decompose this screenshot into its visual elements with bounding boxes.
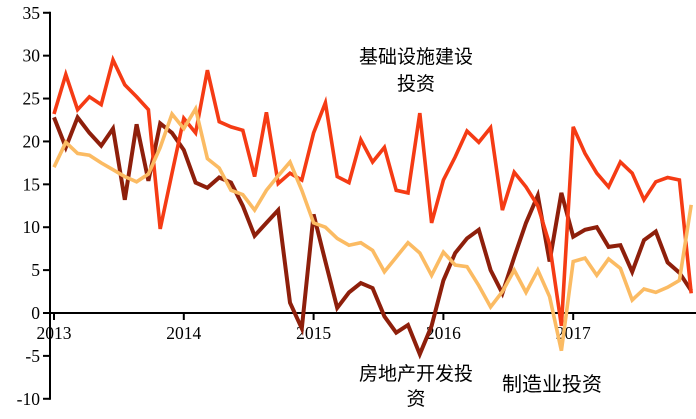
line-infrastructure xyxy=(52,54,693,327)
line-manufacturing xyxy=(52,104,693,352)
x-axis-tick-label: 2015 xyxy=(296,323,331,343)
y-axis-tick-label: 20 xyxy=(23,131,41,151)
y-axis-tick-label: 15 xyxy=(23,174,41,194)
annotation-manufacturing-investment: 制造业投资 xyxy=(502,374,602,396)
x-axis-tick-label: 2016 xyxy=(426,323,461,343)
y-axis-tick-label: -10 xyxy=(17,389,41,409)
y-axis-tick-label: 25 xyxy=(23,89,41,109)
y-axis-tick-label: -5 xyxy=(25,346,40,366)
y-axis-tick-label: 35 xyxy=(23,3,41,23)
y-axis-tick-label: 5 xyxy=(31,260,40,280)
y-axis-tick-label: 0 xyxy=(31,303,40,323)
x-axis-tick-label: 2014 xyxy=(166,323,201,343)
annotation-infrastructure-investment: 基础设施建设 投资 xyxy=(358,47,473,95)
y-axis-tick-label: 30 xyxy=(23,46,41,66)
x-axis-tick-label: 2013 xyxy=(37,323,72,343)
line-real-estate xyxy=(52,113,693,360)
annotation-real-estate-investment: 房地产开发投 资 xyxy=(358,364,473,410)
y-axis-tick-label: 10 xyxy=(23,217,41,237)
